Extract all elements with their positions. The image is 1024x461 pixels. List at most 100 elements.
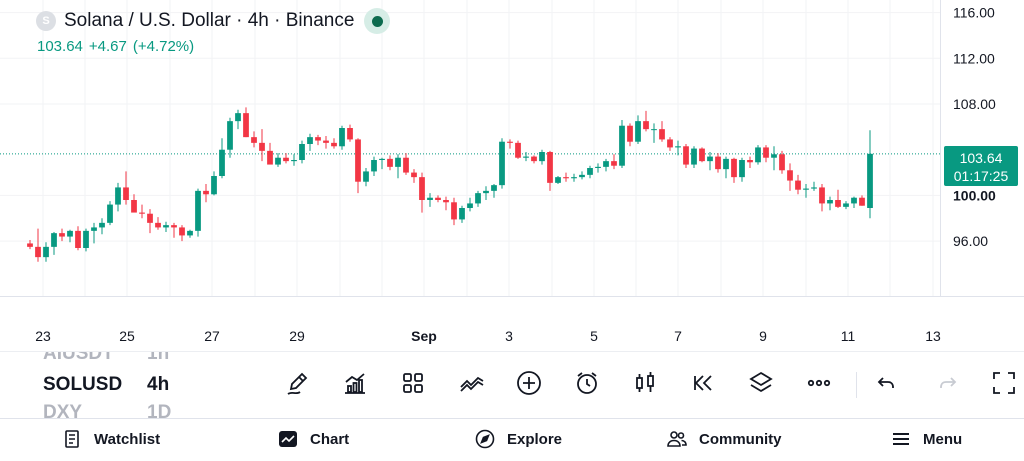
more-icon — [807, 379, 831, 387]
redo-icon — [940, 377, 957, 388]
time-axis-label: 29 — [289, 328, 305, 344]
symbol-item[interactable]: DXY 1D — [43, 402, 171, 418]
candle-body — [467, 203, 473, 208]
candlestick-chart[interactable]: 116.00 112.00 108.00 100.00 96.00 23 25 27 29 Sep… — [0, 0, 1024, 352]
layers-icon — [749, 371, 773, 393]
candle-body — [867, 153, 873, 208]
candle-body — [235, 113, 241, 122]
candle-body — [227, 121, 233, 150]
price-axis-label: 108.00 — [953, 96, 996, 112]
layout-button[interactable] — [396, 366, 430, 400]
market-status-indicator[interactable] — [364, 8, 391, 34]
candle-body — [91, 227, 97, 231]
price-chart[interactable]: 116.00 112.00 108.00 100.00 96.00 23 25 27 29 Sep… — [0, 0, 1024, 352]
candle-body — [715, 156, 721, 170]
symbol-name: SOLUSD — [43, 374, 123, 395]
candle-body — [499, 141, 505, 186]
draw-button[interactable] — [280, 366, 314, 400]
candle-body — [299, 144, 305, 160]
time-axis-label: 3 — [505, 328, 513, 344]
hamburger-menu-icon — [893, 433, 909, 445]
candle-body — [171, 225, 177, 228]
community-icon — [667, 431, 687, 447]
candle-body — [811, 187, 817, 189]
nav-watchlist-label: Watchlist — [94, 430, 161, 448]
drawing-tools-icon — [460, 376, 484, 392]
undo-button[interactable] — [870, 366, 904, 400]
candle-body — [659, 129, 665, 140]
candles-button[interactable] — [628, 366, 662, 400]
candle-body — [203, 190, 209, 195]
layers-button[interactable] — [744, 366, 778, 400]
chart-title[interactable]: Solana / U.S. Dollar · 4h · Binance — [64, 10, 355, 31]
drawing-tools-button[interactable] — [455, 366, 489, 400]
candle-body — [723, 158, 729, 170]
time-axis-label: 27 — [204, 328, 220, 344]
alert-button[interactable] — [570, 366, 604, 400]
candle-body — [275, 157, 281, 165]
candle-body — [35, 246, 41, 258]
candle-body — [619, 125, 625, 166]
candle-body — [483, 190, 489, 194]
candle-body — [515, 142, 521, 158]
symbol-item[interactable]: AIUSDT 1h — [43, 352, 169, 365]
candle-body — [651, 129, 657, 131]
candle-body — [51, 233, 57, 247]
candle-body — [339, 128, 345, 147]
compass-icon — [475, 429, 495, 449]
price-axis-label: 100.00 — [953, 187, 996, 203]
nav-watchlist[interactable]: Watchlist — [62, 429, 160, 449]
candle-body — [851, 197, 857, 204]
candle-body — [243, 113, 249, 138]
candle-body — [691, 148, 697, 165]
replay-icon — [694, 375, 712, 391]
candle-body — [411, 172, 417, 178]
symbol-picker[interactable]: AIUSDT 1h SOLUSD 4h DXY 1D — [0, 352, 190, 418]
nav-explore[interactable]: Explore — [475, 429, 562, 449]
candle-body — [459, 208, 465, 220]
more-button[interactable] — [802, 366, 836, 400]
candle-body — [59, 233, 65, 237]
candle-body — [323, 140, 329, 143]
candle-body — [267, 150, 273, 165]
candle-body — [371, 160, 377, 172]
candle-body — [507, 141, 513, 143]
candle-body — [419, 177, 425, 200]
candle-body — [355, 139, 361, 182]
watchlist-icon — [65, 430, 79, 448]
nav-menu[interactable]: Menu — [891, 429, 962, 449]
candle-body — [251, 137, 257, 143]
candle-body — [347, 128, 353, 140]
symbol-timeframe: 1D — [147, 402, 172, 418]
candle-body — [603, 161, 609, 167]
candle-body — [211, 176, 217, 195]
candle-body — [83, 230, 89, 248]
nav-chart[interactable]: Chart — [278, 429, 349, 449]
add-button[interactable] — [512, 366, 546, 400]
fullscreen-button[interactable] — [987, 366, 1021, 400]
redo-button[interactable] — [930, 366, 964, 400]
candle-body — [611, 161, 617, 166]
candle-body — [771, 154, 777, 158]
price-change: +4.67 — [88, 38, 127, 55]
candle-body — [755, 147, 761, 163]
candle-body — [475, 193, 481, 204]
candle-body — [451, 202, 457, 220]
candle-body — [579, 174, 585, 178]
layout-grid-icon — [403, 373, 423, 393]
candle-body — [307, 137, 313, 144]
indicators-button[interactable] — [338, 366, 372, 400]
price-change-percent: (+4.72%) — [132, 38, 195, 55]
candle-body — [859, 197, 865, 206]
candle-body — [555, 177, 561, 183]
market-open-dot-icon — [371, 15, 383, 27]
candle-body — [827, 200, 833, 204]
candle-body — [731, 158, 737, 178]
replay-button[interactable] — [686, 366, 720, 400]
nav-community[interactable]: Community — [667, 429, 782, 449]
price-axis-label: 112.00 — [953, 50, 995, 66]
time-axis-label: 25 — [119, 328, 135, 344]
candle-body — [331, 142, 337, 147]
symbol-item-active[interactable]: SOLUSD 4h — [43, 374, 169, 396]
bottom-navigation: Watchlist Chart Explore Community Menu — [0, 418, 1024, 461]
